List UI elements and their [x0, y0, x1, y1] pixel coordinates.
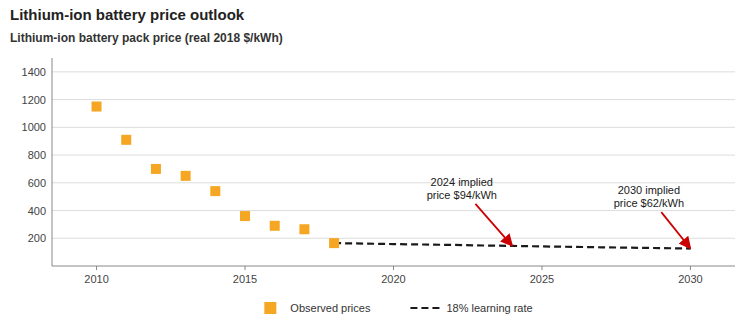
y-tick-label: 600 [28, 177, 46, 189]
legend: Observed prices 18% learning rate [264, 302, 532, 314]
legend-label: Observed prices [290, 302, 371, 314]
grid-line [52, 210, 735, 211]
x-tick-label: 2020 [381, 273, 405, 285]
y-tick-label: 400 [28, 205, 46, 217]
grid-line [52, 99, 735, 100]
grid-line [52, 182, 735, 183]
x-tick-label: 2010 [84, 273, 108, 285]
grid-line [52, 127, 735, 128]
annotation-text: 2024 impliedprice $94/kWh [427, 176, 497, 201]
grid-line [52, 238, 735, 239]
plot-area [92, 102, 691, 249]
x-tick [245, 266, 246, 270]
annotation-text: 2030 impliedprice $62/kWh [614, 184, 684, 209]
scatter-point [121, 135, 131, 145]
scatter-point [210, 186, 220, 196]
y-tick-label: 1000 [22, 121, 46, 133]
grid-line [52, 71, 735, 72]
y-tick-label: 1400 [22, 66, 46, 78]
annotation-arrow [475, 204, 512, 246]
grid-line [52, 155, 735, 156]
legend-swatch [264, 302, 276, 314]
scatter-point [151, 164, 161, 174]
x-tick [690, 266, 691, 270]
legend-label: 18% learning rate [446, 302, 532, 314]
y-tick-label: 1200 [22, 94, 46, 106]
background [0, 0, 750, 324]
scatter-point [299, 224, 309, 234]
x-tick [541, 266, 542, 270]
x-tick-label: 2015 [233, 273, 257, 285]
scatter-point [92, 102, 102, 112]
legend-item: Observed prices [264, 302, 371, 314]
title: Lithium-ion battery price outlook [10, 6, 245, 23]
y-tick-label: 200 [28, 232, 46, 244]
legend-swatch [410, 307, 440, 309]
scatter-point [181, 171, 191, 181]
grid [52, 72, 735, 238]
legend-item: 18% learning rate [410, 302, 532, 314]
y-tick-label: 800 [28, 149, 46, 161]
scatter-point [270, 221, 280, 231]
x-tick-label: 2025 [530, 273, 554, 285]
x-tick-label: 2030 [678, 273, 702, 285]
y-axis-line [52, 58, 53, 266]
annotation-arrow [661, 212, 690, 248]
x-tick [393, 266, 394, 270]
scatter-point [329, 238, 339, 248]
scatter-point [240, 211, 250, 221]
x-tick [96, 266, 97, 270]
y-axis-label: Lithium-ion battery pack price (real 201… [10, 31, 283, 45]
